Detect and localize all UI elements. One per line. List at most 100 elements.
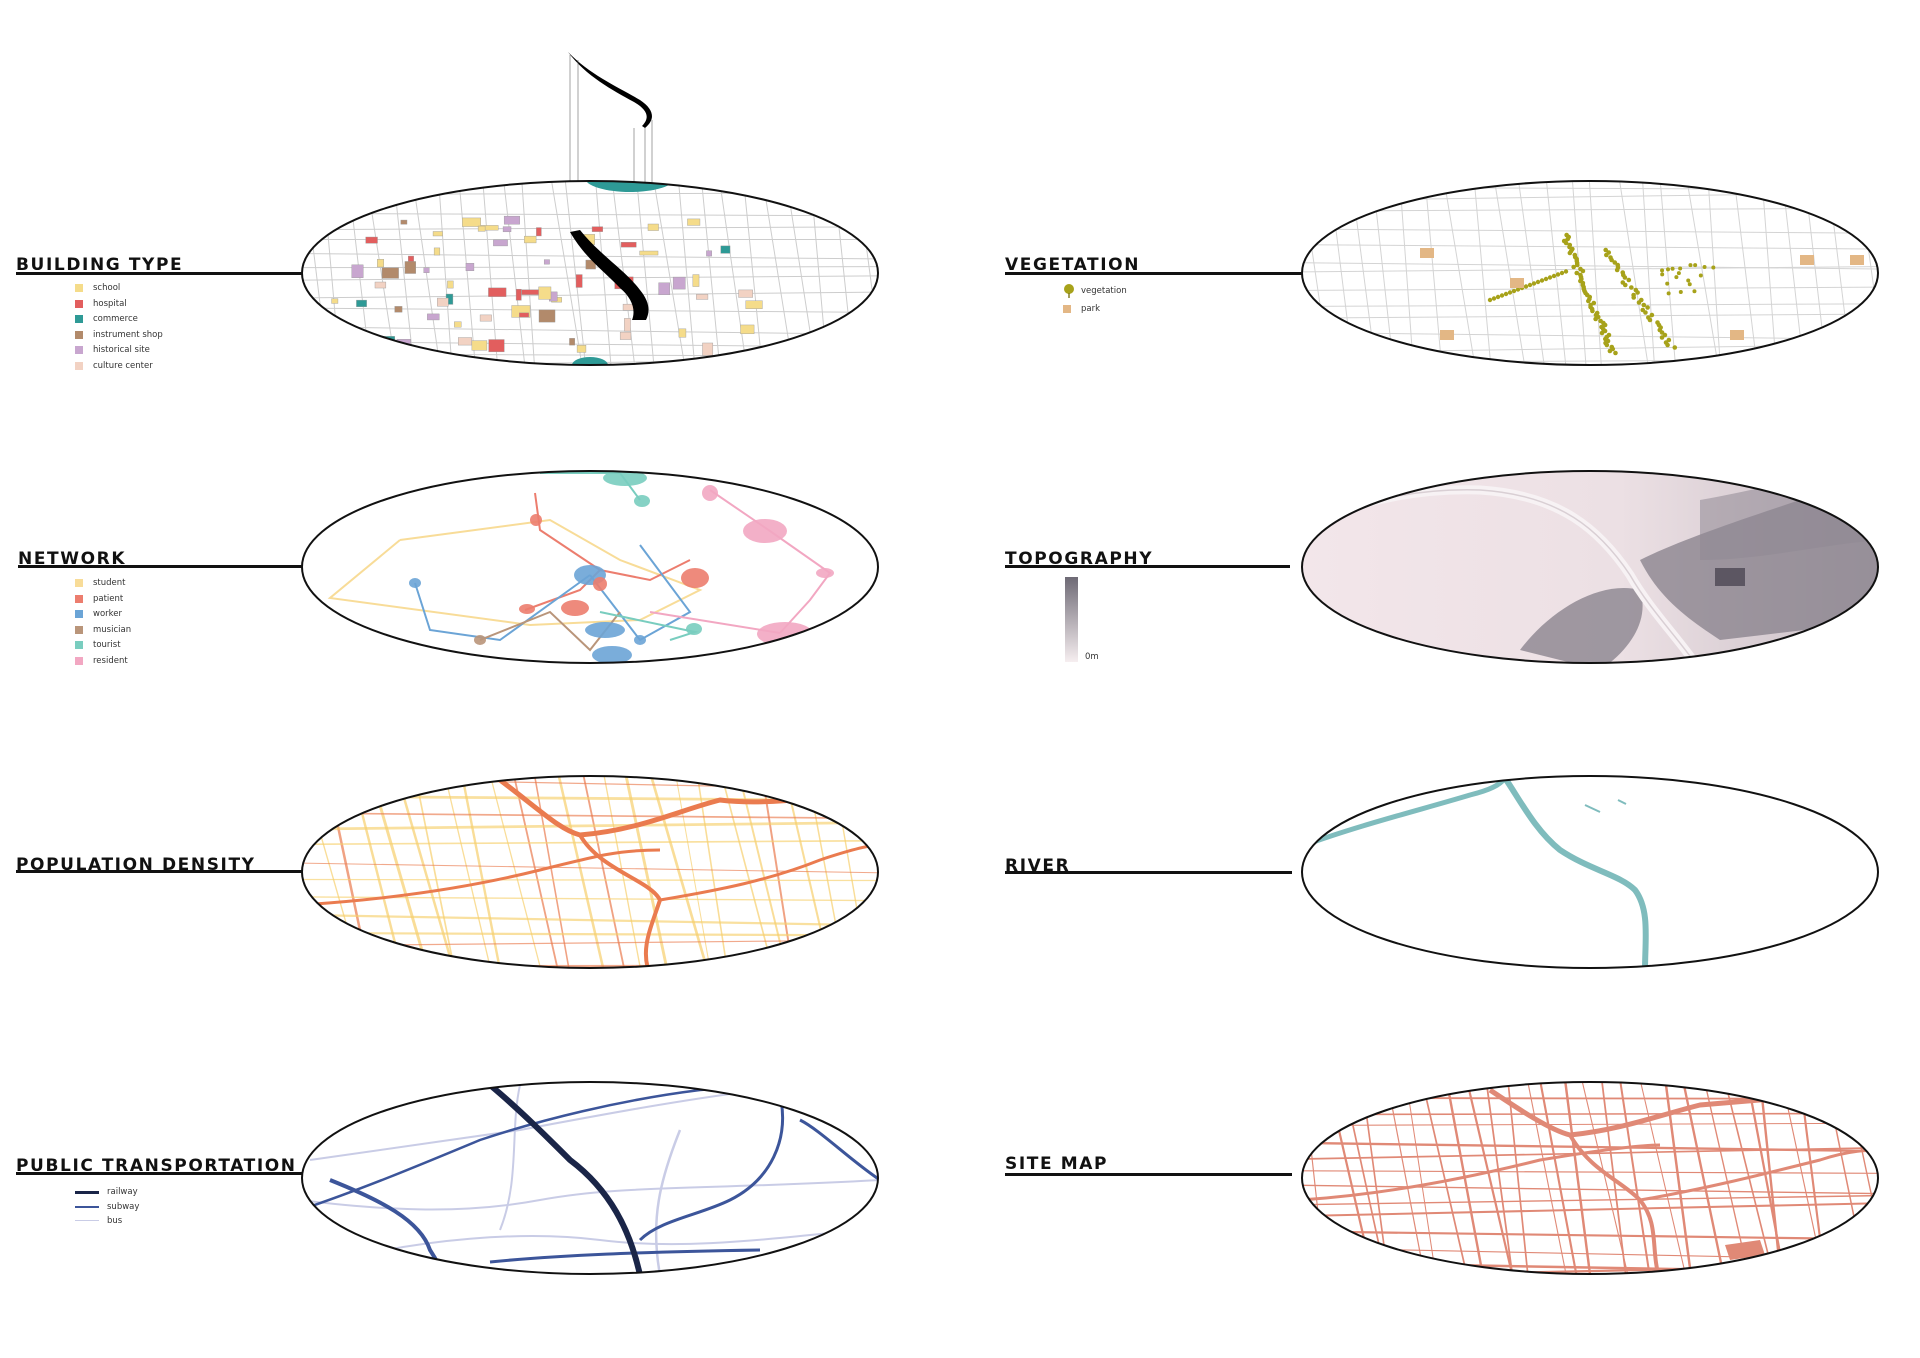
building-block — [720, 245, 731, 254]
site-road — [1302, 1143, 1661, 1202]
site-road — [1386, 1082, 1426, 1274]
network-ellipse — [301, 470, 879, 664]
building-block — [503, 215, 520, 225]
vegetation-dot — [1543, 276, 1549, 282]
park-block — [1800, 255, 1814, 265]
street-line — [1443, 181, 1477, 365]
street-line — [1302, 207, 1878, 212]
legend-label: historical site — [93, 345, 150, 355]
street-line — [1302, 244, 1878, 250]
panel-title-building-type: BUILDING TYPE — [16, 255, 184, 275]
vegetation-dot — [1590, 308, 1595, 314]
street-line — [564, 181, 587, 365]
legend-label: bus — [107, 1216, 123, 1226]
street-line — [458, 181, 477, 365]
density-road — [877, 776, 878, 968]
street-line — [1618, 181, 1650, 365]
network-node — [561, 600, 589, 616]
street-line — [700, 181, 721, 365]
street-line — [302, 192, 878, 195]
legend-item: instrument shop — [75, 330, 163, 346]
vegetation-dot — [1586, 298, 1591, 304]
building-type-map — [302, 181, 878, 365]
street-line — [1399, 181, 1415, 365]
vegetation-dot — [1563, 240, 1569, 246]
street-line — [1642, 181, 1656, 365]
building-block — [488, 287, 507, 297]
site-road — [1302, 1122, 1878, 1126]
network-map — [302, 471, 878, 663]
street-line — [762, 181, 794, 365]
legend-building-type: school hospital commerce instrument shop… — [75, 283, 163, 376]
street-line — [482, 181, 499, 365]
network-edge — [327, 518, 703, 627]
vegetation-dot — [1629, 285, 1634, 290]
legend-line — [75, 1220, 99, 1221]
density-road — [582, 776, 627, 968]
street-line — [1659, 181, 1677, 365]
legend-label: culture center — [93, 360, 153, 371]
building-block — [502, 226, 512, 233]
density-road — [578, 833, 663, 968]
street-line — [302, 275, 878, 281]
vegetation-dot — [1567, 250, 1573, 256]
legend-item: commerce — [75, 314, 163, 330]
network-edge — [649, 611, 781, 634]
building-block — [521, 289, 540, 295]
building-block — [569, 338, 575, 346]
building-type-ellipse — [301, 180, 879, 366]
building-block — [624, 318, 631, 332]
title-rule — [16, 870, 302, 873]
street-line — [302, 291, 878, 299]
vegetation-dot — [1574, 270, 1580, 276]
panel-title-public-transportation: PUBLIC TRANSPORTATION — [16, 1156, 297, 1176]
site-road — [1568, 1134, 1662, 1274]
vegetation-dot — [1593, 316, 1598, 322]
elevation-zero-label: 0m — [1085, 652, 1099, 662]
street-line — [636, 181, 655, 365]
street-line — [1473, 181, 1492, 365]
site-road — [1445, 1082, 1485, 1274]
legend-item: resident — [75, 656, 131, 672]
density-road — [302, 839, 878, 846]
vegetation-dot — [1547, 275, 1553, 280]
street-line — [1302, 286, 1878, 291]
street-line — [1302, 331, 1878, 340]
legend-item: worker — [75, 609, 131, 625]
building-block — [678, 328, 687, 338]
building-block — [479, 314, 492, 322]
density-road — [557, 776, 606, 968]
density-road — [396, 776, 457, 968]
vegetation-dot — [1614, 267, 1620, 273]
legend-swatch — [75, 346, 83, 354]
building-block — [687, 218, 701, 226]
vegetation-dot — [1565, 236, 1571, 242]
vegetation-dot — [1626, 277, 1632, 283]
building-block — [488, 339, 505, 353]
vegetation-dot — [1495, 294, 1501, 300]
building-block — [738, 289, 753, 298]
legend-item: musician — [75, 625, 131, 641]
river-ellipse — [1301, 775, 1879, 969]
street-line — [1424, 181, 1443, 365]
title-rule — [18, 565, 302, 568]
density-road — [460, 776, 503, 968]
vegetation-dot — [1503, 291, 1509, 297]
building-block — [576, 345, 587, 353]
density-road — [444, 776, 493, 968]
density-road — [302, 812, 878, 820]
site-road — [1302, 1230, 1878, 1241]
street-line — [393, 181, 415, 365]
street-line — [302, 212, 878, 217]
building-block — [543, 259, 550, 265]
building-block — [745, 300, 763, 309]
legend-label: musician — [93, 624, 132, 635]
vegetation-dot — [1641, 302, 1647, 308]
building-block — [471, 340, 488, 351]
building-block — [423, 267, 430, 274]
legend-network: student patient worker musician tourist … — [75, 578, 131, 671]
building-block — [538, 309, 556, 323]
vegetation-dot — [1507, 290, 1513, 295]
vegetation-dot — [1499, 293, 1505, 298]
